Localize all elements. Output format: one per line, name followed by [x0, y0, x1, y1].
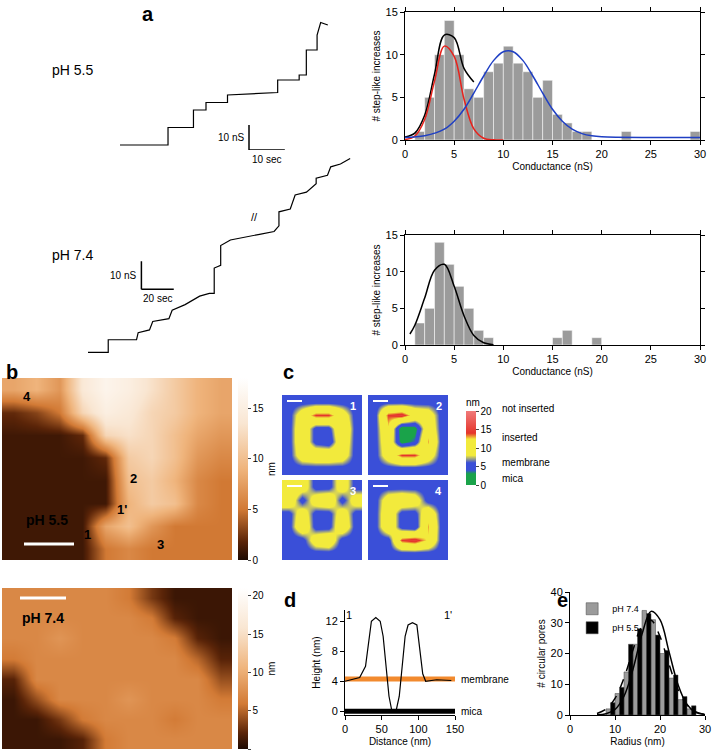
- svg-text:20: 20: [596, 353, 608, 365]
- svg-text:Height (nm): Height (nm): [311, 636, 322, 688]
- svg-text:8: 8: [332, 645, 338, 657]
- svg-text:30: 30: [551, 617, 563, 629]
- svg-text:15: 15: [481, 424, 493, 435]
- svg-text:pH 7.4: pH 7.4: [22, 610, 64, 626]
- svg-text:5: 5: [253, 705, 259, 716]
- svg-text:12: 12: [326, 615, 338, 627]
- svg-text:15: 15: [253, 629, 265, 640]
- svg-text:5: 5: [392, 302, 398, 314]
- svg-text:10 nS: 10 nS: [110, 270, 136, 281]
- svg-text:10: 10: [497, 353, 509, 365]
- svg-text:0: 0: [392, 339, 398, 351]
- svg-text:10: 10: [253, 667, 265, 678]
- svg-text:3: 3: [157, 537, 164, 552]
- svg-text:mica: mica: [461, 706, 483, 717]
- svg-text:15: 15: [546, 353, 558, 365]
- svg-text:2: 2: [130, 471, 137, 486]
- svg-text:5: 5: [253, 504, 259, 515]
- svg-text:2: 2: [436, 400, 442, 412]
- svg-text:0: 0: [557, 709, 563, 721]
- svg-text:30: 30: [694, 353, 706, 365]
- svg-text:pH 7.4: pH 7.4: [612, 604, 639, 614]
- svg-text:nm: nm: [266, 462, 277, 476]
- svg-text:0: 0: [342, 723, 348, 735]
- svg-text:10: 10: [497, 148, 509, 160]
- svg-text:25: 25: [645, 353, 657, 365]
- svg-text:membrane: membrane: [502, 457, 550, 468]
- svg-text:10 sec: 10 sec: [252, 154, 281, 165]
- svg-text:1: 1: [350, 400, 356, 412]
- svg-text:# circular pores: # circular pores: [536, 619, 547, 687]
- svg-text:a: a: [142, 3, 154, 25]
- svg-text:3: 3: [350, 485, 356, 497]
- svg-text:10: 10: [386, 49, 398, 61]
- svg-text:15: 15: [386, 6, 398, 18]
- svg-text:d: d: [284, 589, 296, 611]
- svg-text:5: 5: [451, 353, 457, 365]
- svg-text:10: 10: [609, 723, 621, 735]
- svg-text:30: 30: [694, 148, 706, 160]
- svg-text:pH 5.5: pH 5.5: [612, 623, 639, 633]
- svg-text:1: 1: [346, 609, 352, 621]
- svg-text:4: 4: [332, 675, 338, 687]
- svg-text:not inserted: not inserted: [502, 403, 554, 414]
- svg-text:15: 15: [386, 229, 398, 241]
- svg-text:10: 10: [481, 443, 493, 454]
- svg-text:0: 0: [567, 723, 573, 735]
- svg-text:5: 5: [481, 461, 487, 472]
- svg-text:15: 15: [546, 148, 558, 160]
- svg-text:4: 4: [23, 389, 31, 404]
- svg-text:inserted: inserted: [502, 432, 538, 443]
- svg-text:20: 20: [551, 647, 563, 659]
- svg-text:1: 1: [84, 527, 91, 542]
- svg-text:Conductance (nS): Conductance (nS): [512, 161, 593, 172]
- svg-text:0: 0: [253, 555, 259, 566]
- svg-text:Conductance (nS): Conductance (nS): [512, 366, 593, 377]
- svg-text:40: 40: [551, 586, 563, 598]
- svg-text:20: 20: [253, 590, 265, 601]
- svg-text:10 nS: 10 nS: [218, 132, 244, 143]
- svg-text:Distance (nm): Distance (nm): [369, 736, 431, 747]
- svg-text:30: 30: [699, 723, 711, 735]
- svg-text:100: 100: [409, 723, 427, 735]
- svg-text:150: 150: [446, 723, 464, 735]
- svg-text:50: 50: [376, 723, 388, 735]
- svg-text:nm: nm: [466, 397, 480, 408]
- svg-text:25: 25: [645, 148, 657, 160]
- svg-text:5: 5: [451, 148, 457, 160]
- svg-text:1': 1': [444, 609, 452, 621]
- svg-text:mica: mica: [502, 473, 524, 484]
- svg-text:20: 20: [481, 406, 493, 417]
- svg-text:10: 10: [386, 266, 398, 278]
- svg-text:5: 5: [392, 91, 398, 103]
- svg-text:# step-like increases: # step-like increases: [371, 30, 382, 121]
- svg-text:0: 0: [402, 353, 408, 365]
- svg-text:20: 20: [596, 148, 608, 160]
- svg-text:0: 0: [481, 480, 487, 491]
- svg-text:20: 20: [654, 723, 666, 735]
- svg-text:pH 5.5: pH 5.5: [26, 512, 68, 528]
- svg-text://: //: [251, 211, 258, 223]
- svg-text:nm: nm: [266, 662, 277, 676]
- svg-text:pH 5.5: pH 5.5: [52, 62, 93, 78]
- svg-text:0: 0: [392, 134, 398, 146]
- svg-text:0: 0: [402, 148, 408, 160]
- svg-text:1': 1': [117, 502, 127, 517]
- svg-text:Radius (nm): Radius (nm): [610, 736, 664, 747]
- svg-text:0: 0: [332, 705, 338, 717]
- svg-text:c: c: [283, 361, 294, 383]
- svg-text:10: 10: [551, 678, 563, 690]
- svg-text:membrane: membrane: [461, 674, 509, 685]
- svg-text:20 sec: 20 sec: [143, 293, 172, 304]
- svg-text:pH 7.4: pH 7.4: [52, 247, 93, 263]
- svg-text:4: 4: [435, 485, 442, 497]
- svg-text:10: 10: [253, 453, 265, 464]
- svg-text:b: b: [6, 361, 18, 383]
- svg-text:15: 15: [253, 403, 265, 414]
- svg-text:e: e: [557, 589, 568, 611]
- svg-text:# step-like increases: # step-like increases: [371, 244, 382, 335]
